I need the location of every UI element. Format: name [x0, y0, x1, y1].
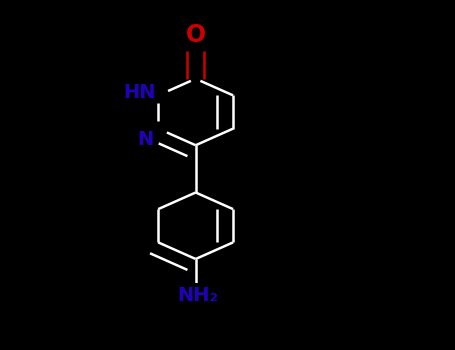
Text: HN: HN	[123, 83, 156, 102]
Text: O: O	[186, 22, 206, 47]
Bar	[143, 125, 157, 135]
Bar	[183, 283, 208, 293]
Text: N: N	[137, 130, 154, 149]
Text: NH₂: NH₂	[177, 286, 218, 305]
Bar	[189, 41, 202, 52]
Bar	[134, 86, 156, 99]
